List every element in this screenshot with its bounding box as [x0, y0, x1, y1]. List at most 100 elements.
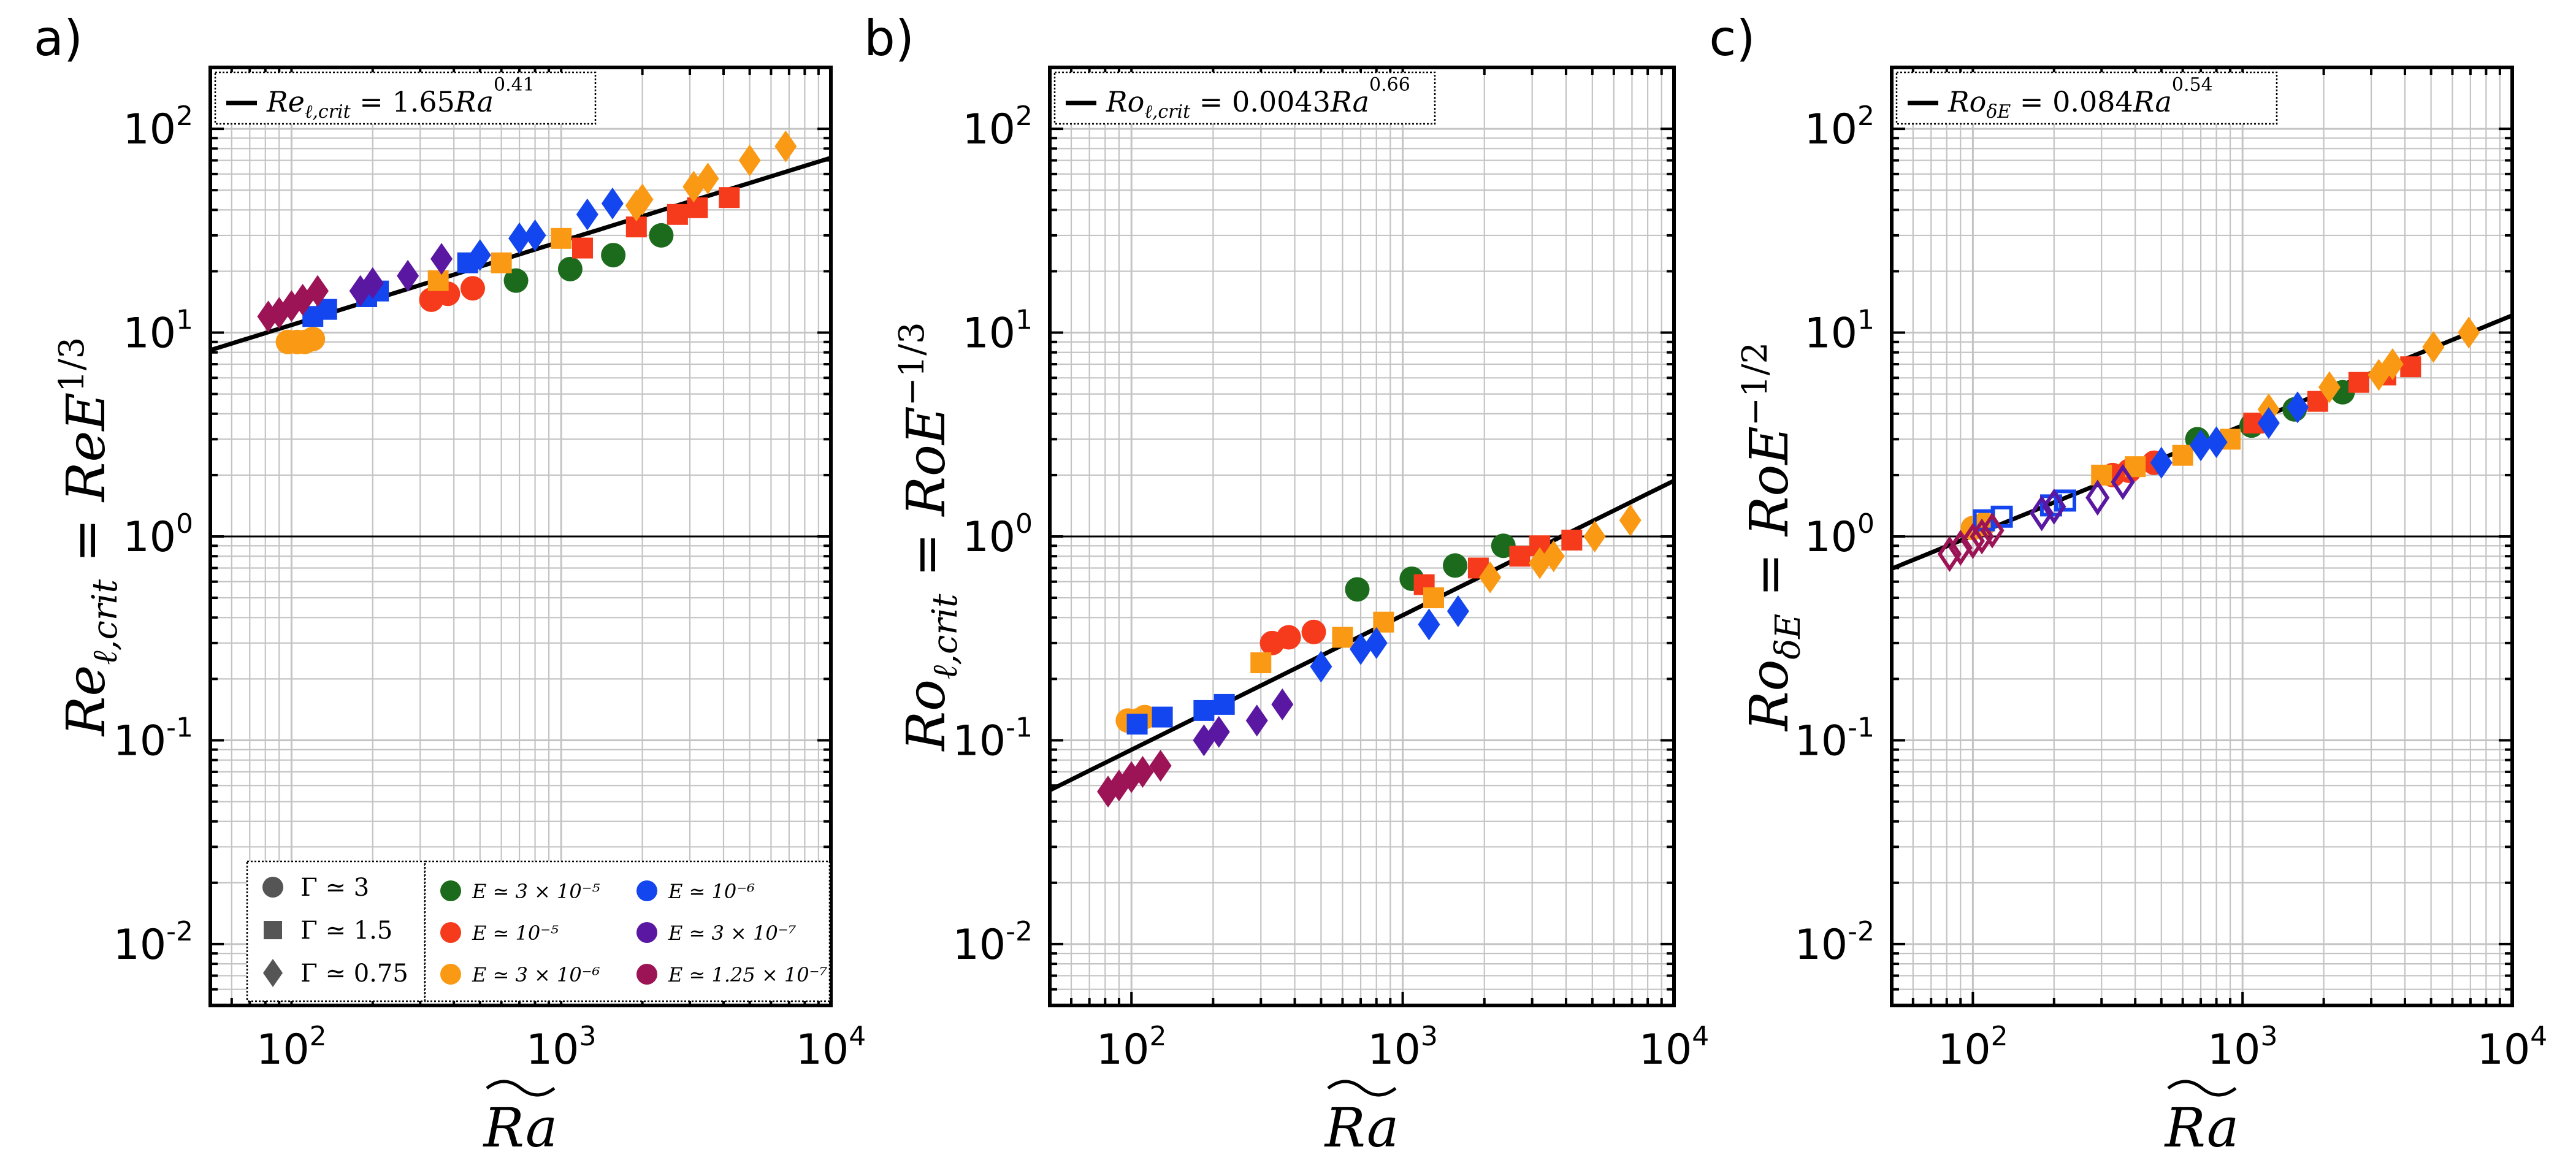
data-point-E3e-5-circle	[503, 268, 529, 293]
data-point-E3e-6-diamond	[2422, 331, 2445, 364]
legend-label: E ≃ 1.25 × 10⁻⁷	[668, 963, 828, 986]
panel-label: c)	[1709, 10, 1755, 67]
data-point-E1e-6-diamond	[576, 198, 598, 231]
legend-marker-E1e-6	[636, 880, 657, 901]
legend-marker-E3e-7	[636, 922, 657, 943]
x-axis-label: Ra	[2164, 1096, 2239, 1159]
legend-box	[1895, 71, 2278, 125]
y-tick-label: 100	[962, 508, 1033, 562]
data-point-E1.25e-7-diamond	[1970, 518, 1994, 555]
data-point-E3e-7-diamond	[430, 243, 453, 275]
x-tick-label: 104	[796, 1021, 866, 1074]
markers	[1937, 316, 2480, 573]
y-tick-label: 102	[1804, 101, 1875, 154]
data-point-E3e-5-circle	[649, 223, 674, 248]
data-point-E3e-6-diamond	[1479, 561, 1502, 593]
data-point-E1.25e-7-diamond	[1937, 536, 1962, 573]
data-point-E1e-6-diamond	[2190, 429, 2212, 462]
data-point-E1e-5-circle	[460, 276, 485, 301]
data-point-E1e-6-diamond	[1447, 595, 1469, 627]
data-point-E1e-5-square	[2400, 356, 2421, 378]
y-tick-label: 100	[123, 508, 193, 562]
data-point-E1e-6-diamond	[1418, 608, 1440, 641]
data-point-E1e-6-diamond	[508, 222, 531, 254]
data-point-E1e-6-diamond	[601, 187, 624, 219]
data-point-E3e-7-diamond	[2042, 489, 2066, 525]
data-point-E1e-6-diamond	[1310, 650, 1332, 683]
x-tick-label: 103	[2207, 1021, 2278, 1074]
y-tick-label: 10-2	[1795, 916, 1875, 969]
x-tick-label: 103	[526, 1021, 597, 1074]
y-axis-label: RoδE = RoE−1/2	[1735, 342, 1808, 732]
x-axis-label: Ra	[483, 1096, 558, 1159]
legend-label: Γ ≃ 3	[300, 874, 369, 902]
data-point-E1e-5-circle	[1301, 619, 1326, 644]
tilde	[1327, 1080, 1397, 1097]
data-point-E3e-7-diamond	[2085, 479, 2110, 516]
data-point-E1e-6-diamond	[2205, 426, 2228, 459]
data-point-E3e-6-square	[2172, 444, 2193, 466]
data-point-E1e-6-square	[1213, 693, 1235, 715]
data-point-E3e-6-diamond	[774, 130, 797, 162]
legend-marker-E1e-5	[440, 922, 461, 943]
data-point-E3e-7-diamond	[1271, 688, 1294, 720]
legend-label: Γ ≃ 1.5	[300, 917, 392, 945]
panel-c: 102 103 104 10-2 10-1 100 101 102 c) Ra RoδE = RoE…	[1709, 10, 2547, 1159]
data-point-E3e-7-diamond	[2030, 495, 2054, 532]
y-tick-label: 10-1	[1795, 712, 1875, 765]
data-point-E1e-5-square	[1561, 529, 1583, 551]
legend-marker-E1.25e-7	[636, 964, 657, 985]
fit-legend-label: Reℓ,crit = 1.65Ra0.41	[266, 74, 535, 123]
fit-legend: Reℓ,crit = 1.65Ra0.41	[214, 71, 597, 125]
x-axis-label: Ra	[1324, 1096, 1399, 1159]
y-tick-label: 10-1	[953, 712, 1033, 765]
panel-label: b)	[864, 10, 914, 67]
data-point-E1e-6-diamond	[2286, 391, 2309, 424]
data-point-E1e-6-square	[1126, 714, 1148, 735]
data-point-E3e-6-circle	[300, 327, 326, 352]
data-point-E3e-7-diamond	[1245, 704, 1268, 737]
legend-box	[424, 860, 831, 1002]
data-point-E1e-6-square	[1193, 700, 1215, 721]
data-point-E1e-6-diamond	[1350, 633, 1372, 665]
color-legend: E ≃ 3 × 10⁻⁵ E ≃ 10⁻⁶ E ≃ 10⁻⁵ E ≃ 3 × 10⁻⁷…	[424, 860, 831, 1002]
data-point-E3e-7-diamond	[361, 267, 384, 299]
data-point-E3e-6-diamond	[1542, 540, 1565, 573]
data-point-E3e-5-circle	[601, 243, 626, 268]
data-point-E1e-6-square	[1152, 706, 1173, 728]
data-point-E1e-6-diamond	[2150, 446, 2173, 479]
data-point-E1e-5-circle	[1276, 625, 1301, 650]
tilde	[2167, 1080, 2237, 1097]
x-tick-label: 104	[2477, 1021, 2548, 1074]
data-point-E3e-6-diamond	[697, 162, 719, 195]
y-tick-label: 101	[123, 305, 193, 358]
markers	[1097, 504, 1642, 808]
data-point-E1e-5-square	[687, 197, 708, 218]
data-point-E1e-5-square	[667, 204, 688, 225]
data-point-E3e-6-diamond	[1583, 521, 1606, 552]
data-point-E1e-6-diamond	[524, 219, 546, 251]
data-point-E1e-5-square	[572, 237, 594, 259]
data-point-E3e-6-diamond	[2381, 348, 2404, 381]
data-point-E3e-6-diamond	[738, 144, 761, 177]
data-point-E3e-6-square	[1332, 627, 1353, 648]
data-point-E3e-5-circle	[557, 256, 583, 281]
data-point-E1e-6-diamond	[468, 239, 491, 272]
data-point-E1e-5-square	[719, 187, 740, 208]
data-point-E3e-7-diamond	[2111, 463, 2135, 500]
legend-box	[1053, 71, 1436, 125]
data-point-E1.25e-7-diamond	[1131, 755, 1154, 788]
legend-label: E ≃ 10⁻⁶	[668, 880, 755, 903]
y-tick-label: 102	[962, 101, 1033, 154]
data-point-E3e-6-square	[491, 252, 512, 273]
data-point-E3e-6-square	[1423, 587, 1444, 609]
y-tick-label: 102	[123, 101, 193, 154]
legend-marker-E3e-5	[440, 880, 461, 901]
legend-marker-diamond	[263, 959, 283, 987]
y-axis-label: Reℓ,crit = ReE1/3	[52, 337, 125, 738]
legend-marker-E3e-6	[440, 964, 461, 985]
legend-box	[214, 71, 597, 125]
y-tick-label: 10-2	[113, 916, 193, 969]
data-point-E1.25e-7-diamond	[1149, 749, 1172, 782]
